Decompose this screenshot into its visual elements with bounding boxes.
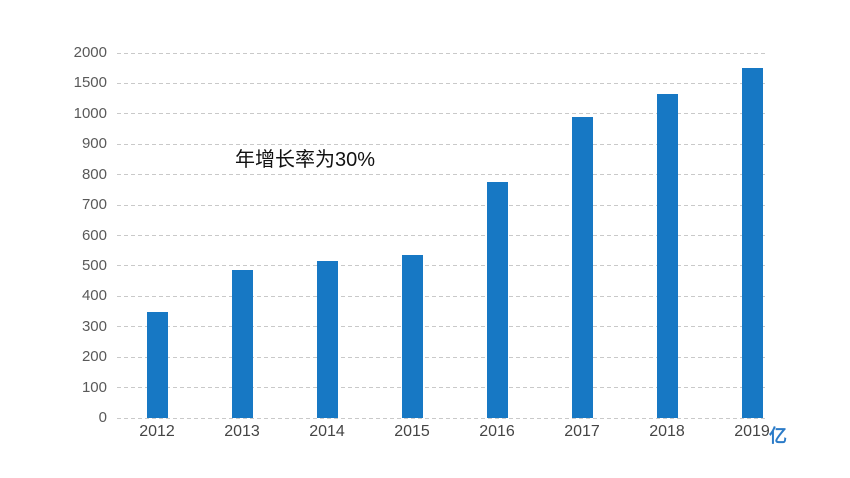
y-unit-label: 亿 <box>769 426 787 446</box>
x-axis-tick-labels: 2012 2013 2014 2015 2016 2017 2018 2019 <box>117 423 770 443</box>
bar-2013 <box>231 270 253 418</box>
gridline-2000 <box>117 52 765 54</box>
y-tick-label-500: 500 <box>81 256 107 274</box>
plot-area <box>117 52 765 419</box>
gridline-600 <box>117 235 765 236</box>
x-tick-label-2013: 2013 <box>224 423 260 440</box>
bar-2012 <box>146 311 168 418</box>
y-tick-label-100: 100 <box>81 378 107 396</box>
gridline-400 <box>117 295 765 297</box>
gridline-700 <box>117 204 765 206</box>
x-tick-label-2019: 2019 <box>734 423 770 440</box>
gridline-0 <box>117 417 765 419</box>
x-tick-label-2015: 2015 <box>394 423 430 440</box>
growth-rate-annotation: 年增长率为30% <box>235 149 376 171</box>
bar-2016 <box>486 182 508 418</box>
bar-2018 <box>656 93 678 418</box>
x-tick-label-2018: 2018 <box>649 423 685 440</box>
gridline-1500 <box>117 82 765 84</box>
bar-2014 <box>316 261 338 418</box>
y-tick-label-300: 300 <box>81 317 107 335</box>
y-tick-label-0: 0 <box>98 409 107 426</box>
y-tick-label-600: 600 <box>81 226 107 244</box>
bar-2019 <box>741 68 763 418</box>
gridline-200 <box>117 356 765 358</box>
gridline-100 <box>117 387 765 389</box>
y-tick-label-800: 800 <box>81 165 107 183</box>
y-tick-label-1000: 1000 <box>73 104 107 122</box>
bar-2017 <box>571 116 593 418</box>
gridline-500 <box>117 265 765 267</box>
y-axis-tick-labels: 0 100 200 300 400 500 600 700 800 900 1000 1500 2000 <box>0 45 107 426</box>
y-tick-label-1500: 1500 <box>73 74 107 92</box>
y-tick-label-2000: 2000 <box>73 44 107 61</box>
x-tick-label-2012: 2012 <box>139 423 175 440</box>
gridline-1000 <box>117 113 765 115</box>
bar-2015 <box>401 255 423 418</box>
x-tick-label-2014: 2014 <box>309 423 345 440</box>
y-tick-label-900: 900 <box>81 135 107 153</box>
x-tick-label-2017: 2017 <box>564 423 600 440</box>
gridline-800 <box>117 174 765 176</box>
y-tick-label-400: 400 <box>81 287 107 305</box>
gridline-300 <box>117 326 765 328</box>
gridline-900 <box>117 143 765 145</box>
y-tick-label-200: 200 <box>81 348 107 366</box>
x-tick-label-2016: 2016 <box>479 423 515 440</box>
y-tick-label-700: 700 <box>81 196 107 214</box>
